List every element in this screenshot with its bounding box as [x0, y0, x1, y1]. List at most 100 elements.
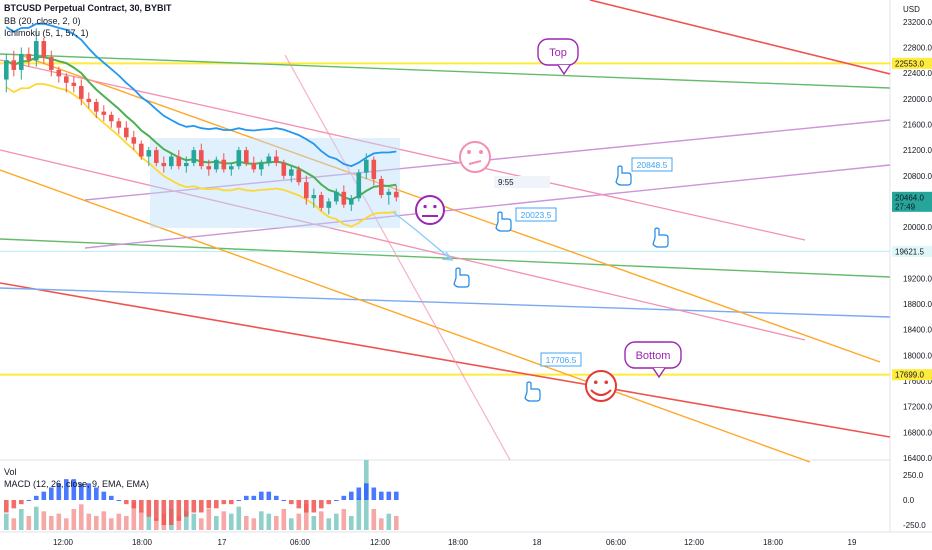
candle-body[interactable]	[191, 150, 197, 163]
ichimoku-indicator-label[interactable]: Ichimoku (5, 1, 57, 1)	[4, 28, 89, 38]
candle-body[interactable]	[364, 159, 369, 173]
trend-line-orange-lower[interactable]	[0, 169, 811, 463]
candle-body[interactable]	[56, 69, 62, 77]
candle-body[interactable]	[139, 143, 144, 157]
candle-body[interactable]	[386, 191, 392, 196]
hand-pointer-icon[interactable]	[453, 267, 470, 288]
trend-line-red-upper[interactable]	[589, 0, 891, 75]
candle-body[interactable]	[41, 41, 47, 58]
trend-line-orange-upper[interactable]	[19, 54, 881, 363]
candle-body[interactable]	[236, 150, 242, 167]
time-axis: 12:00 18:00 17 06:00 12:00 18:00 18 06:00 12:00 1…	[53, 538, 857, 547]
candle-body[interactable]	[161, 162, 167, 167]
volume-bar	[334, 513, 339, 530]
candle-body[interactable]	[94, 102, 99, 112]
candle-body[interactable]	[326, 201, 332, 208]
candle-body[interactable]	[146, 150, 152, 157]
macd-histogram-bar	[86, 483, 92, 500]
candle-body[interactable]	[394, 191, 399, 198]
candle-body[interactable]	[356, 172, 362, 199]
candle-body[interactable]	[289, 169, 294, 176]
candle-body[interactable]	[311, 195, 317, 199]
candle-body[interactable]	[319, 195, 324, 208]
hand-pointer-icon[interactable]	[495, 211, 512, 232]
candle-body[interactable]	[26, 53, 32, 61]
thinking-face-icon[interactable]	[459, 141, 491, 173]
price-tag[interactable]	[892, 57, 932, 69]
candle-body[interactable]	[206, 166, 212, 170]
candle-body[interactable]	[334, 191, 339, 202]
trend-line-pink-steep[interactable]	[284, 54, 511, 461]
candle-body[interactable]	[244, 150, 249, 163]
trend-line-pink-lower[interactable]	[0, 149, 806, 341]
candle-body[interactable]	[49, 57, 54, 70]
candle-body[interactable]	[266, 156, 272, 163]
neutral-face-icon[interactable]	[415, 195, 445, 225]
hand-pointer-icon[interactable]	[615, 165, 632, 186]
bb-upper-band[interactable]	[5, 22, 397, 168]
candle-body[interactable]	[116, 121, 122, 128]
candle-body[interactable]	[281, 162, 287, 176]
candle-body[interactable]	[124, 127, 129, 138]
price-note-b[interactable]: 20023.5	[515, 207, 557, 222]
vol-indicator-label[interactable]: Vol	[4, 467, 17, 477]
price-tag[interactable]	[892, 191, 932, 212]
candle-body[interactable]	[109, 114, 114, 122]
forecast-box[interactable]	[150, 138, 400, 228]
symbol-title[interactable]: BTCUSD Perpetual Contract, 30, BYBIT	[4, 3, 172, 13]
volume-bar	[304, 504, 309, 530]
top-callout[interactable]: Top	[537, 38, 579, 76]
candle-body[interactable]	[251, 162, 257, 170]
macd-indicator-label[interactable]: MACD (12, 26, close, 9, EMA, EMA)	[4, 479, 150, 489]
macd-histogram-bar	[289, 500, 294, 505]
candle-body[interactable]	[34, 41, 39, 61]
candle-body[interactable]	[176, 156, 182, 167]
macd-histogram-bar	[266, 491, 272, 500]
candle-body[interactable]	[259, 162, 264, 170]
bb-indicator-label[interactable]: BB (20, close, 2, 0)	[4, 16, 81, 26]
trend-line-red-lower[interactable]	[0, 282, 891, 438]
candle-body[interactable]	[154, 150, 159, 163]
price-note-a[interactable]: 20848.5	[631, 157, 673, 172]
candle-body[interactable]	[86, 98, 92, 103]
hand-pointer-icon[interactable]	[524, 381, 541, 402]
candle-body[interactable]	[221, 159, 227, 170]
macd-histogram-bar	[94, 487, 99, 500]
candle-body[interactable]	[4, 60, 9, 80]
candle-body[interactable]	[131, 137, 137, 144]
candle-body[interactable]	[169, 156, 174, 167]
candle-body[interactable]	[19, 53, 24, 70]
x-tick-label: 17	[218, 538, 227, 547]
price-tag[interactable]	[892, 369, 932, 381]
smiley-face-icon[interactable]	[585, 370, 617, 402]
volume-bar	[206, 509, 212, 530]
candle-body[interactable]	[71, 82, 77, 86]
candle-body[interactable]	[79, 85, 84, 99]
candle-body[interactable]	[296, 169, 302, 183]
candle-body[interactable]	[101, 111, 107, 115]
candle-body[interactable]	[379, 178, 384, 196]
bb-lower-band[interactable]	[5, 83, 397, 228]
hand-pointer-icon-shape	[524, 381, 541, 402]
price-note-c[interactable]: 17706.5	[540, 352, 582, 367]
candle-body[interactable]	[229, 166, 234, 170]
candle-body[interactable]	[274, 156, 279, 163]
hand-pointer-icon[interactable]	[652, 227, 669, 248]
candle-body[interactable]	[64, 76, 69, 83]
candle-body[interactable]	[349, 198, 354, 205]
candle-body[interactable]	[371, 159, 377, 179]
candle-body[interactable]	[341, 191, 347, 205]
projection-arrow[interactable]	[392, 211, 453, 261]
candle-body[interactable]	[11, 60, 17, 70]
price-tag[interactable]	[892, 245, 932, 257]
bottom-callout[interactable]: Bottom	[624, 341, 682, 379]
trend-line-green-lower[interactable]	[0, 238, 891, 278]
axis-unit-label: USD	[903, 5, 920, 14]
candle-body[interactable]	[184, 162, 189, 167]
candle-body[interactable]	[304, 182, 309, 199]
trend-line-purple-lower[interactable]	[84, 164, 891, 249]
candle-body[interactable]	[199, 150, 204, 167]
trend-line-green-upper[interactable]	[0, 53, 891, 89]
candle-body[interactable]	[214, 159, 219, 170]
